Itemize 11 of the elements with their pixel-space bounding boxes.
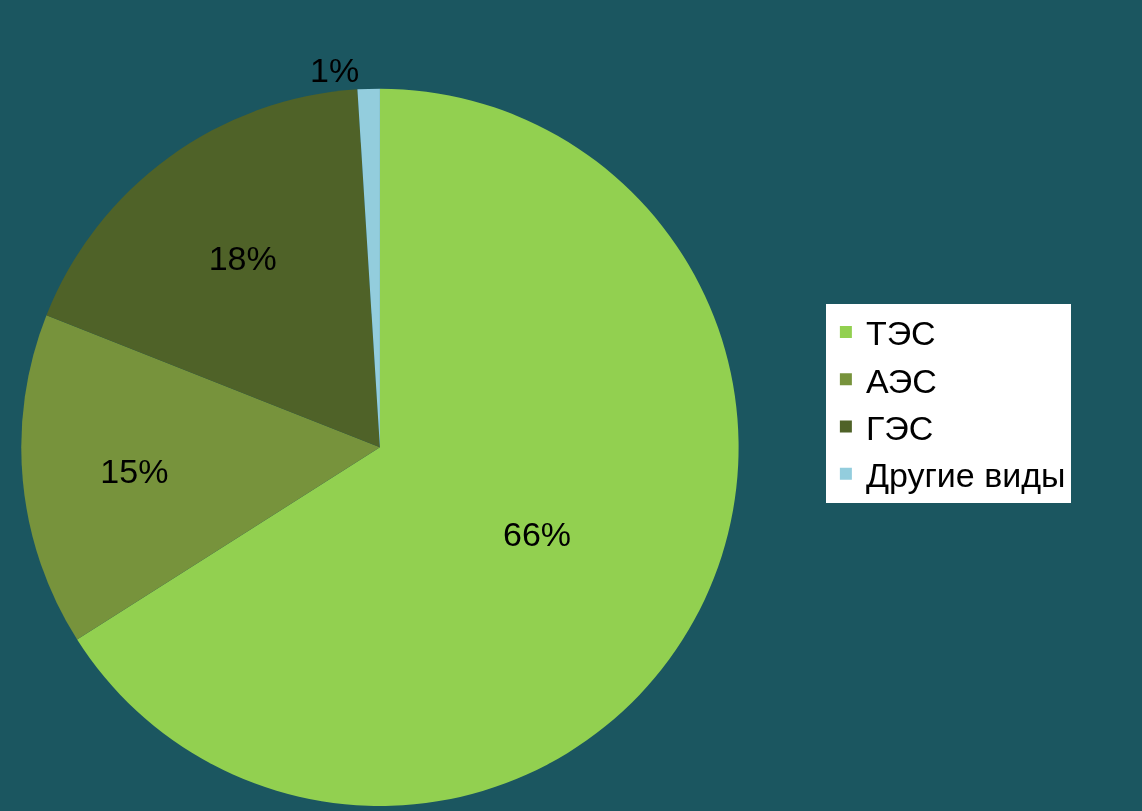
legend-label: АЭС — [865, 361, 937, 400]
data-label: 18% — [208, 239, 277, 278]
data-label: 15% — [100, 451, 169, 490]
data-label: 1% — [310, 50, 360, 89]
data-label: 66% — [503, 514, 572, 553]
pie-slice — [21, 315, 380, 640]
legend-label: ТЭС — [865, 314, 936, 353]
pie-slice — [77, 88, 739, 806]
legend-label: ГЭС — [865, 408, 934, 447]
legend-label: Другие виды — [865, 455, 1066, 494]
pie-slice — [46, 89, 380, 448]
